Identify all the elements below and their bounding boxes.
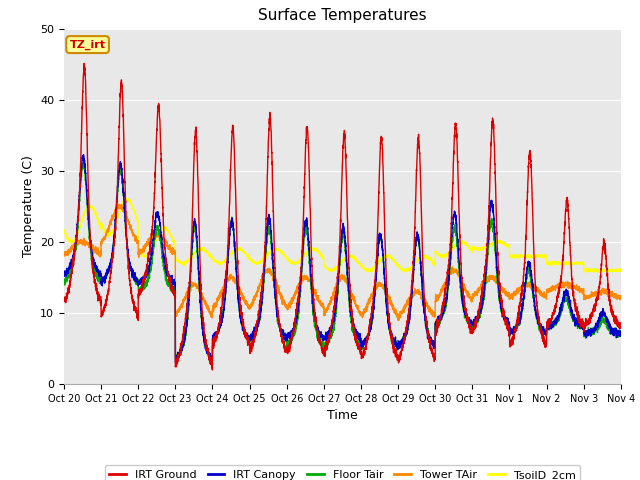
Floor Tair xyxy=(322,341,330,347)
IRT Ground xyxy=(468,327,476,333)
Floor Tair xyxy=(206,360,214,366)
Title: Surface Temperatures: Surface Temperatures xyxy=(258,9,427,24)
IRT Canopy xyxy=(436,316,444,322)
TsoilD_2cm xyxy=(60,227,68,232)
IRT Ground xyxy=(322,348,330,353)
IRT Ground xyxy=(161,236,168,242)
IRT Ground xyxy=(616,320,624,326)
TsoilD_2cm xyxy=(616,266,624,272)
Line: TsoilD_2cm: TsoilD_2cm xyxy=(64,198,621,273)
Tower TAir xyxy=(322,307,330,312)
Tower TAir xyxy=(161,236,168,242)
Tower TAir xyxy=(394,317,402,323)
IRT Canopy xyxy=(322,336,330,342)
IRT Ground xyxy=(617,324,625,329)
IRT Canopy xyxy=(161,259,168,265)
Floor Tair xyxy=(60,276,68,282)
IRT Canopy xyxy=(468,321,476,327)
IRT Ground xyxy=(80,60,88,66)
IRT Canopy xyxy=(60,272,68,277)
IRT Canopy xyxy=(617,332,625,338)
Text: TZ_irt: TZ_irt xyxy=(70,39,106,50)
Floor Tair xyxy=(617,333,625,339)
X-axis label: Time: Time xyxy=(327,409,358,422)
TsoilD_2cm xyxy=(467,248,475,253)
Line: IRT Ground: IRT Ground xyxy=(64,63,621,370)
Floor Tair xyxy=(616,333,624,338)
Tower TAir xyxy=(115,201,123,207)
IRT Ground xyxy=(436,312,444,318)
IRT Canopy xyxy=(499,313,507,319)
Y-axis label: Temperature (C): Temperature (C) xyxy=(22,156,35,257)
Floor Tair xyxy=(79,160,87,166)
Tower TAir xyxy=(60,250,68,255)
IRT Ground xyxy=(499,313,507,319)
Floor Tair xyxy=(436,318,444,324)
TsoilD_2cm xyxy=(499,240,507,245)
IRT Canopy xyxy=(172,360,179,366)
TsoilD_2cm xyxy=(436,253,444,259)
Tower TAir xyxy=(616,296,624,301)
TsoilD_2cm xyxy=(617,268,625,274)
Tower TAir xyxy=(436,291,444,297)
Floor Tair xyxy=(499,312,507,318)
IRT Canopy xyxy=(79,152,87,157)
Tower TAir xyxy=(617,295,625,301)
Line: Floor Tair: Floor Tair xyxy=(64,163,621,363)
IRT Ground xyxy=(209,367,216,373)
TsoilD_2cm xyxy=(594,270,602,276)
Tower TAir xyxy=(468,296,476,301)
TsoilD_2cm xyxy=(322,265,330,271)
Legend: IRT Ground, IRT Canopy, Floor Tair, Tower TAir, TsoilD_2cm: IRT Ground, IRT Canopy, Floor Tair, Towe… xyxy=(105,465,580,480)
TsoilD_2cm xyxy=(161,226,168,231)
Floor Tair xyxy=(468,321,476,327)
IRT Canopy xyxy=(616,333,624,339)
Line: Tower TAir: Tower TAir xyxy=(64,204,621,320)
TsoilD_2cm xyxy=(124,195,131,201)
Floor Tair xyxy=(161,266,168,272)
IRT Ground xyxy=(60,298,68,303)
Line: IRT Canopy: IRT Canopy xyxy=(64,155,621,363)
Tower TAir xyxy=(499,285,507,291)
